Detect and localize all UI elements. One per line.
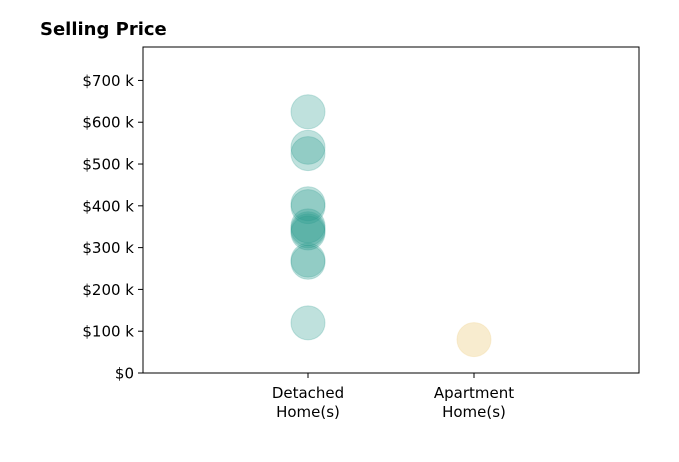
y-tick-label: $200 k — [82, 281, 134, 299]
x-tick-label: Apartment — [434, 384, 514, 402]
scatter-point — [290, 244, 326, 280]
x-tick-label: Home(s) — [442, 403, 506, 421]
scatter-point — [290, 242, 326, 278]
y-axis: $0 $100 k $200 k $300 k $400 k $500 k $600 k $7… — [82, 72, 143, 383]
scatter-point — [290, 305, 326, 341]
scatter-point — [290, 208, 326, 244]
plot-frame — [142, 46, 640, 374]
y-tick-label: $400 k — [82, 197, 134, 215]
y-tick-label: $700 k — [82, 72, 134, 90]
chart-title: Selling Price — [40, 19, 167, 40]
x-tick-label: Home(s) — [276, 403, 340, 421]
scatter-point — [290, 213, 326, 249]
y-tick-label: $300 k — [82, 239, 134, 257]
scatter-point — [290, 94, 326, 130]
scatter-point — [290, 189, 326, 225]
data-points — [290, 94, 492, 358]
y-tick-label: $600 k — [82, 114, 134, 132]
scatter-point — [456, 322, 492, 358]
y-tick-label: $500 k — [82, 156, 134, 174]
x-tick-label: Detached — [272, 384, 344, 402]
scatter-point — [290, 129, 326, 165]
scatter-point — [290, 211, 326, 247]
scatter-point — [290, 136, 326, 172]
scatter-point — [290, 186, 326, 222]
scatter-point — [290, 215, 326, 251]
y-tick-label: $0 — [115, 365, 134, 383]
y-tick-label: $100 k — [82, 323, 134, 341]
